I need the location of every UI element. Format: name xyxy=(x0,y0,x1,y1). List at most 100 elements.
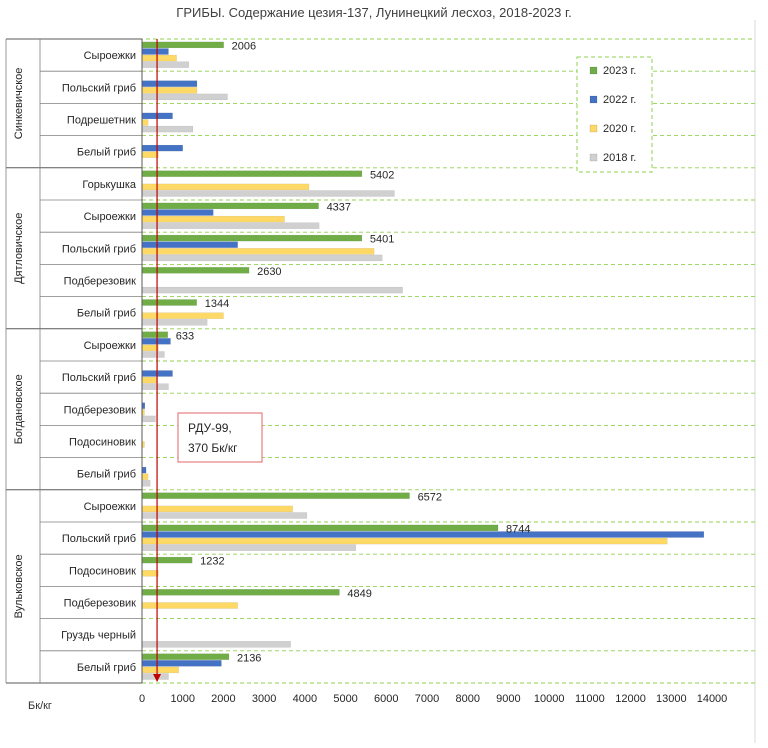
legend-swatch xyxy=(589,124,598,133)
x-tick-label: 7000 xyxy=(415,693,439,705)
x-tick-label: 1000 xyxy=(170,693,194,705)
category-label: Подберезовик xyxy=(64,404,137,416)
x-tick-label: 0 xyxy=(139,693,145,705)
x-tick-label: 9000 xyxy=(496,693,520,705)
bar xyxy=(141,602,238,609)
reference-label-line2: 370 Бк/кг xyxy=(188,441,238,455)
reference-arrow xyxy=(153,674,162,682)
category-label: Сыроежки xyxy=(84,50,136,62)
category-label: Подосиновик xyxy=(69,437,136,449)
category-label: Подрешетник xyxy=(67,115,136,127)
bar xyxy=(141,93,228,101)
category-label: Польский гриб xyxy=(62,533,136,545)
reference-label-box xyxy=(177,412,263,463)
legend-box xyxy=(576,56,653,173)
bar xyxy=(141,319,208,326)
legend-label: 2018 г. xyxy=(603,152,636,164)
reference-layer: РДУ-99, 370 Бк/кг xyxy=(153,39,263,682)
bar xyxy=(141,492,410,499)
category-label: Сыроежки xyxy=(84,340,136,352)
data-label: 1232 xyxy=(200,556,224,568)
legend: 2023 г. 2022 г. 2020 г. 2018 г. xyxy=(576,56,653,173)
bar xyxy=(141,312,224,319)
bar xyxy=(141,151,159,158)
category-label: Польский гриб xyxy=(62,243,136,255)
bar xyxy=(141,480,151,487)
bar xyxy=(141,222,320,229)
bar xyxy=(141,351,165,358)
legend-label: 2020 г. xyxy=(603,123,636,135)
legend-swatch xyxy=(589,153,598,162)
category-label: Подберезовик xyxy=(64,598,137,610)
bar xyxy=(141,41,224,49)
legend-label: 2023 г. xyxy=(603,65,636,77)
legend-swatch xyxy=(589,95,598,104)
chart-title: ГРИБЫ. Содержание цезия-137, Лунинецкий … xyxy=(176,5,571,20)
data-label: 5402 xyxy=(370,169,394,181)
bar xyxy=(141,190,395,197)
bar xyxy=(141,125,194,133)
bar xyxy=(141,376,157,384)
bar xyxy=(141,666,179,674)
bar xyxy=(141,48,169,55)
x-tick-label: 10000 xyxy=(534,693,565,705)
category-label: Белый гриб xyxy=(77,662,136,674)
bar xyxy=(141,344,159,352)
bar xyxy=(141,641,291,648)
bar xyxy=(141,170,363,177)
data-label: 6572 xyxy=(418,491,442,503)
bar xyxy=(141,524,499,532)
bar xyxy=(141,209,214,216)
category-label: Белый гриб xyxy=(77,469,136,481)
x-tick-label: 8000 xyxy=(455,693,479,705)
category-label: Груздь черный xyxy=(61,630,136,642)
group-label: Богдановское xyxy=(13,374,25,444)
x-tick-label: 5000 xyxy=(333,693,357,705)
category-label: Польский гриб xyxy=(62,82,136,94)
bar xyxy=(141,537,668,545)
bar xyxy=(141,473,149,480)
category-label: Белый гриб xyxy=(77,147,136,159)
labels-layer: 2006 5402 4337 5401 2630 1344 633 6572 8744 1232 4… xyxy=(176,40,531,664)
grid-layer xyxy=(6,38,755,684)
bar xyxy=(141,505,293,513)
x-tick-label: 11000 xyxy=(575,693,605,705)
bar xyxy=(141,234,363,242)
bar xyxy=(141,338,171,345)
bar xyxy=(141,653,230,660)
category-label: Подберезовик xyxy=(64,276,137,288)
bar xyxy=(141,54,177,62)
category-label: Горькушка xyxy=(82,179,137,191)
reference-label-line1: РДУ-99, xyxy=(188,421,232,435)
bar xyxy=(141,61,190,68)
x-tick-label: 13000 xyxy=(656,693,687,705)
data-label: 8744 xyxy=(506,523,530,535)
data-label: 4849 xyxy=(347,588,371,600)
legend-swatch xyxy=(589,66,598,75)
bar xyxy=(141,254,383,262)
category-label: Белый гриб xyxy=(77,308,136,320)
bar xyxy=(141,80,198,87)
bar xyxy=(141,144,183,152)
bar xyxy=(141,512,308,519)
bar xyxy=(141,215,285,223)
legend-label: 2022 г. xyxy=(603,94,636,106)
x-tick-label: 14000 xyxy=(697,693,728,705)
x-tick-label: 6000 xyxy=(374,693,398,705)
group-label: Дятловичское xyxy=(13,213,25,284)
axis-layer: Сыроежки Польский гриб Подрешетник Белый гр… xyxy=(5,38,728,705)
bar xyxy=(141,544,356,551)
bar xyxy=(141,241,238,248)
bar xyxy=(141,119,149,126)
bar xyxy=(141,286,403,294)
x-tick-label: 3000 xyxy=(252,693,276,705)
bar xyxy=(141,466,147,474)
bar xyxy=(141,267,250,274)
x-axis-label: Бк/кг xyxy=(28,700,52,712)
bar xyxy=(141,331,168,338)
bar xyxy=(141,556,193,564)
category-label: Сыроежки xyxy=(84,211,136,223)
data-label: 4337 xyxy=(327,201,351,213)
